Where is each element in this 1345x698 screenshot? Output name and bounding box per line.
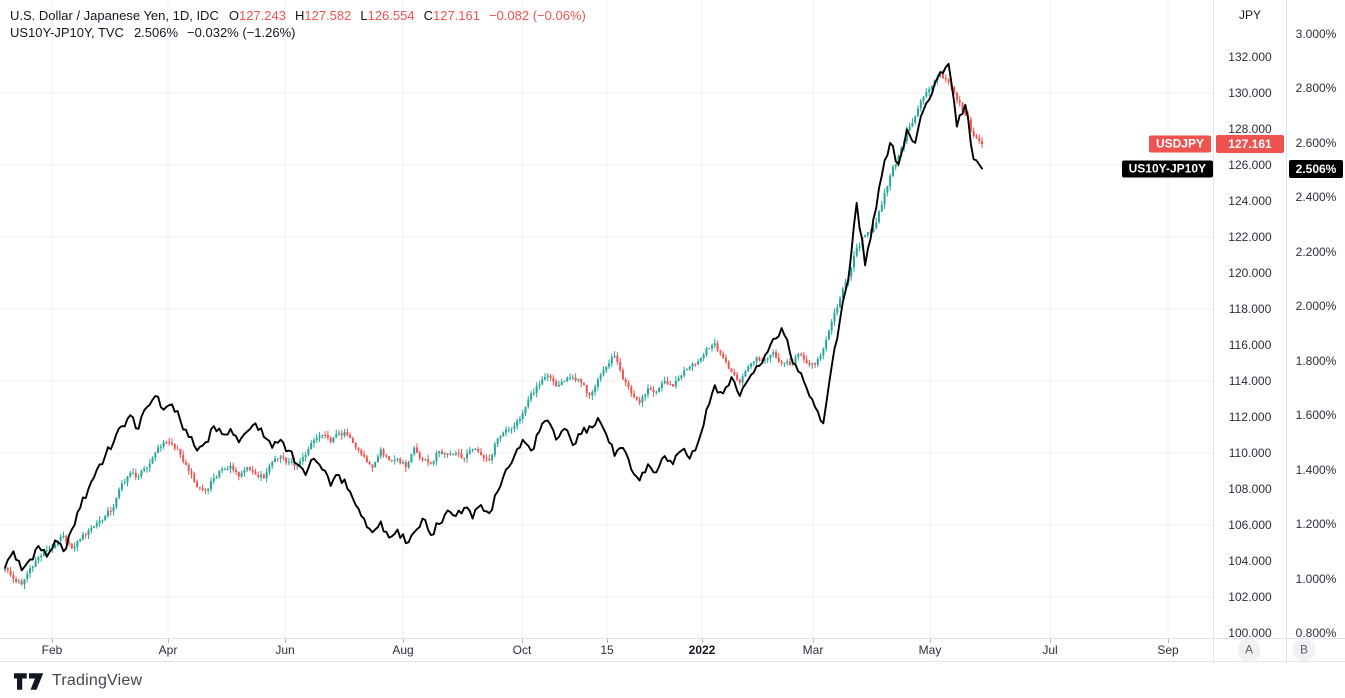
jpy-tick-label: 108.000 [1228, 482, 1272, 496]
jpy-tick-label: 130.000 [1228, 86, 1272, 100]
axis-separator [1213, 639, 1214, 663]
pct-tick-label: 2.400% [1295, 190, 1337, 205]
jpy-tick-label: 124.000 [1228, 194, 1272, 208]
pct-tick-label: 1.200% [1295, 517, 1337, 532]
jpy-tick-label: 112.000 [1228, 410, 1272, 424]
legend-row-usdjpy[interactable]: U.S. Dollar / Japanese Yen, 1D, IDC O127.… [10, 7, 586, 24]
time-tick-label: Feb [41, 643, 63, 657]
time-tick-label: Jun [275, 643, 295, 657]
spread-change: −0.032% (−1.26%) [187, 25, 296, 40]
time-tick-mark [1050, 639, 1051, 643]
close-label: C [423, 8, 433, 23]
spread-symbol-title: US10Y-JP10Y, TVC [10, 25, 124, 40]
time-tick-mark [1168, 639, 1169, 643]
pct-tick-label: 2.000% [1295, 299, 1337, 314]
usdjpy-last-price-badge: 127.161 [1216, 135, 1284, 153]
jpy-tick-label: 132.000 [1228, 50, 1272, 64]
jpy-tick-label: 120.000 [1228, 266, 1272, 280]
time-tick-label: Mar [802, 643, 824, 657]
spread-value: 2.506% [133, 25, 179, 40]
open-label: O [228, 8, 239, 23]
time-tick-mark [522, 639, 523, 643]
jpy-tick-label: 122.000 [1228, 230, 1272, 244]
spread-series-badge: US10Y-JP10Y [1121, 160, 1213, 178]
spread-last-value-badge: 2.506% [1289, 160, 1343, 178]
price-axis-percent[interactable]: 3.000% 2.800% 2.600% 2.400% 2.200% 2.000% 1.80… [1286, 0, 1345, 640]
price-axis-unit-label: JPY [1238, 8, 1261, 22]
time-axis[interactable]: Feb Apr Jun Aug Oct 15 2022 Mar May Jul Sep A B [0, 638, 1345, 663]
time-tick-mark [813, 639, 814, 643]
high-label: H [294, 8, 305, 23]
pct-tick-label: 1.600% [1295, 408, 1337, 423]
jpy-tick-label: 106.000 [1228, 518, 1272, 532]
axis-separator [1286, 639, 1287, 663]
brand-text: TradingView [52, 672, 143, 689]
jpy-tick-label: 128.000 [1228, 122, 1272, 136]
time-tick-mark [930, 639, 931, 643]
jpy-tick-label: 100.000 [1228, 626, 1272, 640]
time-tick-label: Aug [392, 643, 414, 657]
usdjpy-series-badge: USDJPY [1148, 135, 1211, 153]
high-value: 127.582 [304, 8, 352, 23]
jpy-tick-label: 114.000 [1228, 374, 1272, 388]
jpy-tick-label: 110.000 [1228, 446, 1272, 460]
chart-legend: U.S. Dollar / Japanese Yen, 1D, IDC O127.… [10, 7, 586, 41]
tradingview-logo-icon [14, 672, 44, 690]
scale-b-button[interactable]: B [1292, 638, 1316, 662]
pct-tick-label: 2.800% [1295, 81, 1337, 96]
footer: TradingView [0, 663, 1345, 698]
jpy-tick-label: 126.000 [1228, 158, 1272, 172]
scale-a-button[interactable]: A [1237, 638, 1261, 662]
jpy-tick-label: 118.000 [1228, 302, 1272, 316]
pct-tick-label: 2.200% [1295, 244, 1337, 259]
time-tick-label: Apr [158, 643, 178, 657]
pct-tick-label: 0.800% [1295, 626, 1337, 640]
change-value: −0.082 (−0.06%) [488, 8, 586, 23]
time-tick-mark [702, 639, 703, 643]
time-tick-label: 2022 [688, 643, 716, 657]
price-axis-jpy[interactable]: JPY 132.000 130.000 128.000 126.000 124.000 1… [1213, 0, 1286, 640]
pct-tick-label: 1.400% [1295, 462, 1337, 477]
pct-tick-label: 1.000% [1295, 571, 1337, 586]
time-tick-label: Sep [1157, 643, 1179, 657]
jpy-tick-label: 102.000 [1228, 590, 1272, 604]
symbol-title: U.S. Dollar / Japanese Yen, 1D, IDC [10, 8, 219, 23]
low-label: L [360, 8, 368, 23]
jpy-tick-label: 104.000 [1228, 554, 1272, 568]
time-tick-mark [403, 639, 404, 643]
time-tick-label: 15 [600, 643, 614, 657]
legend-row-spread[interactable]: US10Y-JP10Y, TVC 2.506% −0.032% (−1.26%) [10, 24, 586, 41]
pct-tick-label: 2.600% [1295, 135, 1337, 150]
open-value: 127.243 [238, 8, 286, 23]
time-tick-mark [285, 639, 286, 643]
time-tick-mark [52, 639, 53, 643]
time-tick-mark [607, 639, 608, 643]
price-chart-canvas[interactable] [0, 0, 1213, 638]
jpy-tick-label: 116.000 [1228, 338, 1272, 352]
low-value: 126.554 [367, 8, 415, 23]
time-tick-mark [168, 639, 169, 643]
pct-tick-label: 3.000% [1295, 27, 1337, 41]
pct-tick-label: 1.800% [1295, 353, 1337, 368]
time-tick-label: Oct [512, 643, 532, 657]
time-tick-label: Jul [1042, 643, 1058, 657]
tradingview-logo[interactable]: TradingView [14, 672, 142, 690]
time-tick-label: May [918, 643, 942, 657]
close-value: 127.161 [432, 8, 480, 23]
